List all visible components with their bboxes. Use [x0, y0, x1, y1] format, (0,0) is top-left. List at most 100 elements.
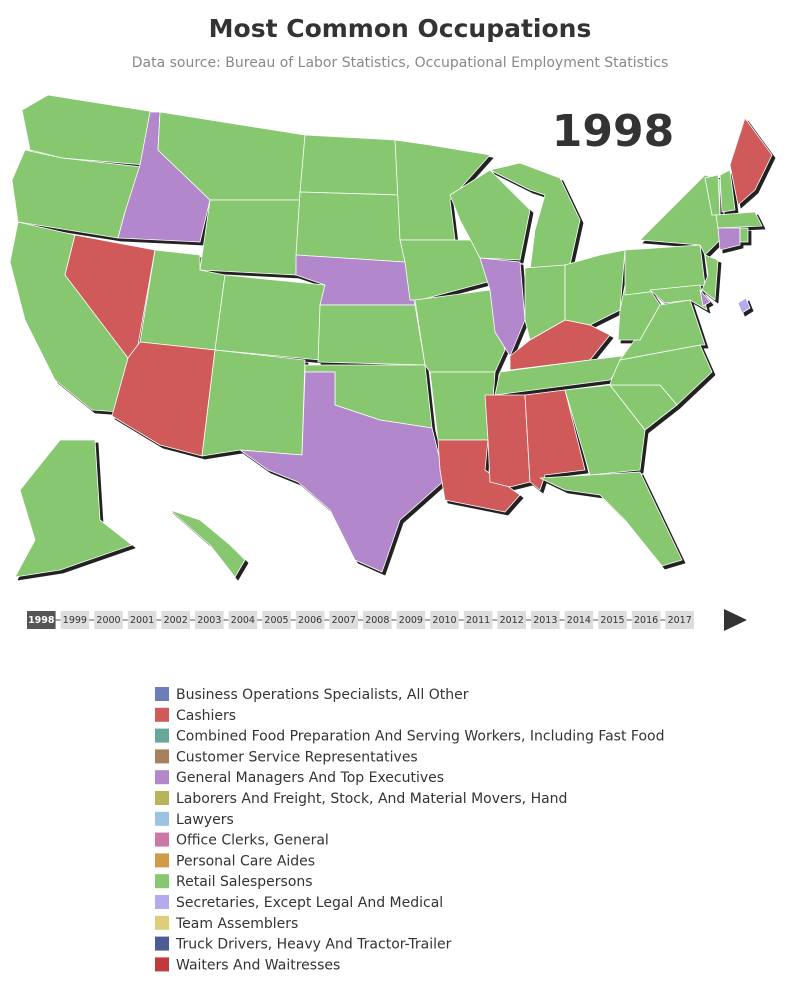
year-button-label[interactable]: 2016 — [634, 615, 658, 626]
state[interactable] — [649, 284, 708, 311]
legend-swatch — [155, 770, 169, 785]
title: Most Common Occupations — [209, 14, 592, 43]
play-button[interactable] — [724, 609, 747, 631]
state[interactable] — [564, 384, 646, 476]
legend-swatch — [155, 707, 169, 722]
state[interactable] — [239, 371, 446, 573]
legend-label: Truck Drivers, Heavy And Tractor-Trailer — [175, 937, 452, 953]
year-button-label[interactable]: 2014 — [567, 615, 591, 626]
legend-swatch — [155, 957, 169, 972]
year-button-label[interactable]: 2015 — [600, 615, 624, 626]
year-button[interactable] — [228, 611, 258, 629]
legend-label: Secretaries, Except Legal And Medical — [176, 895, 443, 911]
state[interactable] — [484, 394, 531, 488]
legend-label: Retail Salespersons — [176, 874, 313, 890]
year-button[interactable] — [665, 611, 694, 629]
year-button-label[interactable]: 2011 — [466, 615, 490, 626]
state[interactable] — [509, 319, 611, 371]
year-button-label[interactable]: 1998 — [28, 615, 55, 626]
year-label: 1998 — [552, 106, 674, 157]
year-button-label[interactable]: 2001 — [130, 615, 154, 626]
state[interactable] — [699, 289, 711, 307]
timeline: 1998 1999 2000 2001 2002 2003 2004 2005 2006 2007… — [27, 611, 694, 629]
year-button-label[interactable]: 2006 — [298, 615, 322, 626]
legend-swatch — [155, 936, 169, 951]
legend-swatch — [155, 874, 169, 889]
legend-swatch — [155, 853, 169, 868]
state[interactable] — [701, 254, 719, 301]
legend: Business Operations Specialists, All Oth… — [155, 687, 664, 973]
legend-swatch — [155, 832, 169, 847]
year-button[interactable] — [363, 611, 392, 629]
state[interactable] — [717, 227, 741, 251]
year-button[interactable] — [329, 611, 358, 629]
state[interactable] — [564, 249, 626, 326]
year-button[interactable] — [127, 611, 157, 629]
year-button-label[interactable]: 2013 — [533, 615, 557, 626]
year-button-label[interactable]: 2009 — [399, 615, 423, 626]
year-button[interactable] — [396, 611, 426, 629]
state[interactable] — [739, 227, 749, 243]
legend-swatch — [155, 791, 169, 805]
state[interactable] — [429, 371, 496, 441]
year-button[interactable] — [262, 611, 291, 629]
year-button[interactable] — [27, 611, 56, 629]
year-button[interactable] — [531, 611, 560, 629]
state[interactable] — [729, 117, 773, 206]
legend-label: Business Operations Specialists, All Oth… — [176, 687, 469, 703]
year-button[interactable] — [430, 611, 459, 629]
year-button-label[interactable]: 2017 — [668, 615, 692, 626]
legend-label: Office Clerks, General — [176, 833, 329, 849]
legend-label: Cashiers — [176, 708, 236, 724]
state[interactable] — [295, 191, 406, 263]
year-button[interactable] — [463, 611, 493, 629]
year-button[interactable] — [598, 611, 627, 629]
state[interactable] — [539, 471, 683, 567]
state[interactable] — [199, 199, 301, 276]
state[interactable] — [715, 211, 763, 229]
legend-label: Customer Service Representatives — [176, 749, 418, 765]
year-button[interactable] — [295, 611, 325, 629]
state[interactable] — [737, 297, 751, 314]
year-button-label[interactable]: 2008 — [365, 615, 389, 626]
legend-swatch — [155, 895, 169, 909]
year-button-label[interactable]: 2012 — [500, 615, 524, 626]
year-button-label[interactable]: 2000 — [96, 615, 120, 626]
year-button-label[interactable]: 1999 — [63, 615, 87, 626]
year-button[interactable] — [60, 611, 90, 629]
year-button-label[interactable]: 2007 — [332, 615, 356, 626]
map — [9, 94, 773, 578]
state[interactable] — [214, 274, 326, 361]
state[interactable] — [437, 439, 521, 513]
legend-label: General Managers And Top Executives — [176, 770, 444, 786]
legend-label: Lawyers — [176, 812, 234, 828]
year-button[interactable] — [631, 611, 661, 629]
legend-swatch — [155, 749, 169, 764]
year-button[interactable] — [564, 611, 594, 629]
legend-label: Personal Care Aides — [176, 853, 315, 869]
legend-label: Team Assemblers — [175, 916, 298, 932]
state[interactable] — [14, 439, 133, 578]
state[interactable] — [299, 134, 401, 196]
year-button-label[interactable]: 2005 — [264, 615, 288, 626]
state[interactable] — [719, 169, 736, 213]
subtitle: Data source: Bureau of Labor Statistics,… — [132, 55, 669, 71]
year-button[interactable] — [94, 611, 123, 629]
year-button[interactable] — [195, 611, 224, 629]
legend-swatch — [155, 687, 169, 701]
year-button[interactable] — [497, 611, 526, 629]
year-button[interactable] — [161, 611, 190, 629]
year-button-label[interactable]: 2003 — [197, 615, 221, 626]
state[interactable] — [201, 349, 306, 457]
state[interactable] — [169, 509, 246, 578]
year-button-label[interactable]: 2002 — [164, 615, 188, 626]
legend-swatch — [155, 915, 169, 930]
year-button-label[interactable]: 2004 — [231, 615, 255, 626]
state[interactable] — [317, 304, 426, 366]
state[interactable] — [111, 341, 216, 457]
legend-label: Combined Food Preparation And Serving Wo… — [176, 729, 664, 745]
year-button-label[interactable]: 2010 — [432, 615, 456, 626]
legend-label: Waiters And Waitresses — [176, 957, 340, 973]
